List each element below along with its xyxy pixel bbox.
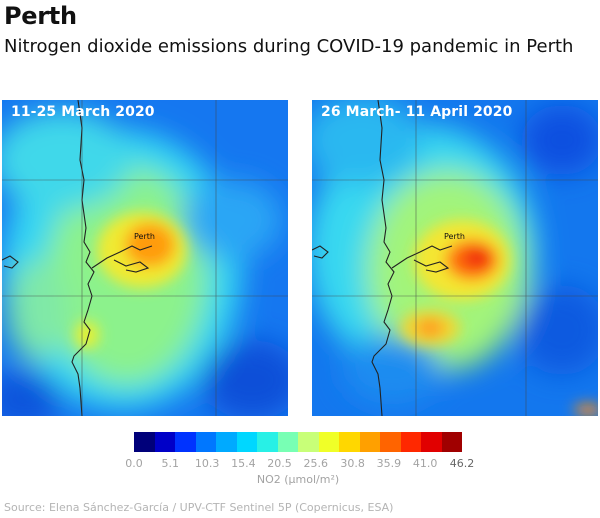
city-label-perth: Perth [444, 232, 465, 241]
color-scale-cell [216, 432, 237, 452]
color-scale-tick: 5.1 [161, 457, 179, 470]
coastline [312, 100, 453, 416]
color-scale-ticks: 0.0 5.1 10.3 15.4 20.5 25.6 30.8 35.9 41.0 46.2 [114, 457, 482, 471]
map-label: 26 March- 11 April 2020 [321, 104, 513, 120]
color-scale-cell [298, 432, 319, 452]
coastline [2, 100, 153, 416]
color-scale-tick: 41.0 [412, 457, 438, 470]
color-scale-tick: 46.2 [449, 457, 475, 470]
color-scale-tick: 10.3 [194, 457, 220, 470]
color-scale-cell [359, 432, 380, 452]
color-scale-cell [441, 432, 462, 452]
color-scale-tick: 15.4 [231, 457, 256, 470]
color-scale-tick: 20.5 [267, 457, 292, 470]
color-scale-tick: 0.0 [125, 457, 143, 470]
no2-map-before: 11-25 March 2020 Perth [2, 100, 288, 416]
color-scale-cell [257, 432, 278, 452]
graticule [2, 100, 288, 416]
source-note: Source: Elena Sánchez-García / UPV-CTF S… [4, 501, 394, 514]
color-scale-cell [339, 432, 360, 452]
color-scale-cell [318, 432, 339, 452]
color-scale-tick: 25.6 [303, 457, 328, 470]
no2-map-after: 26 March- 11 April 2020 Perth [312, 100, 598, 416]
color-scale-cell [400, 432, 421, 452]
no2-heatmap [312, 100, 598, 416]
color-scale-tick: 30.8 [340, 457, 365, 470]
graticule [312, 100, 598, 416]
color-scale-cell [154, 432, 175, 452]
color-scale-unit: NO2 (µmol/m²) [256, 473, 340, 486]
color-scale-cell [236, 432, 257, 452]
page-title: Perth [4, 2, 77, 30]
no2-heatmap [2, 100, 288, 416]
map-label: 11-25 March 2020 [11, 104, 155, 120]
color-scale-cell [421, 432, 442, 452]
color-scale-cell [195, 432, 216, 452]
color-scale-tick: 35.9 [376, 457, 402, 470]
color-scale-bar [134, 432, 462, 452]
color-scale-cell [134, 432, 155, 452]
page-subtitle: Nitrogen dioxide emissions during COVID-… [4, 36, 574, 57]
color-scale-cell [380, 432, 401, 452]
color-scale-cell [277, 432, 298, 452]
city-label-perth: Perth [134, 232, 155, 241]
color-scale-cell [175, 432, 196, 452]
